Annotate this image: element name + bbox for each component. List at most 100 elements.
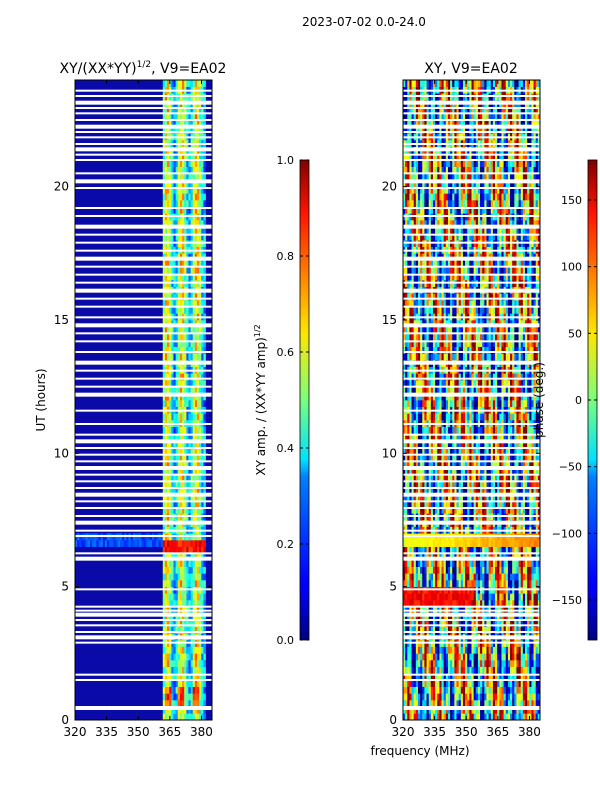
right-heatmap-cell: [488, 440, 492, 447]
left-heatmap-cell: [186, 180, 189, 187]
right-heatmap-cell: [405, 493, 408, 501]
right-heatmap-cell: [507, 666, 511, 674]
left-heatmap-cell: [177, 460, 181, 467]
right-heatmap-cell: [469, 593, 472, 601]
right-heatmap-cell: [514, 673, 517, 681]
right-heatmap-cell: [475, 440, 479, 447]
right-heatmap-cell: [522, 693, 526, 701]
right-heatmap-cell: [411, 546, 414, 554]
left-heatmap-cell: [201, 453, 204, 461]
right-heatmap-cell: [426, 460, 429, 467]
right-heatmap-cell: [467, 506, 470, 514]
left-heatmap-cell: [188, 540, 191, 547]
right-heatmap-cell: [531, 480, 534, 487]
right-heatmap-cell: [490, 453, 494, 461]
right-heatmap-cell: [482, 473, 485, 481]
right-heatmap-cell: [518, 646, 522, 654]
right-heatmap-cell: [514, 660, 517, 667]
left-heatmap-cell: [164, 173, 168, 181]
right-heatmap-cell: [533, 686, 537, 694]
right-heatmap-cell: [420, 546, 423, 554]
left-heatmap-cell: [169, 233, 172, 241]
left-heatmap-cell: [179, 446, 183, 454]
left-heatmap-cell: [199, 446, 202, 454]
right-heatmap-cell: [490, 600, 494, 607]
left-heatmap-cell: [173, 700, 176, 707]
left-heatmap-cell: [162, 460, 166, 467]
right-heatmap-cell: [471, 440, 474, 447]
left-heatmap-cell: [188, 233, 191, 241]
right-heatmap-cell: [531, 673, 534, 681]
right-heatmap-cell: [484, 700, 487, 707]
right-heatmap-cell: [420, 466, 423, 474]
left-heatmap-cell: [167, 340, 170, 347]
right-heatmap-cell: [537, 460, 540, 467]
flagged-row: [75, 377, 212, 380]
left-heatmap-cell: [197, 166, 200, 174]
right-heatmap-cell: [462, 660, 466, 667]
left-heatmap-cell: [162, 333, 166, 341]
right-heatmap-cell: [424, 613, 427, 621]
right-heatmap-cell: [403, 680, 406, 687]
left-heatmap-cell: [167, 186, 170, 194]
left-heatmap-cell: [184, 506, 187, 514]
left-heatmap-cell: [184, 266, 187, 274]
right-heatmap-cell: [430, 480, 434, 487]
left-heatmap-cell: [182, 80, 185, 87]
left-heatmap-cell: [190, 713, 194, 720]
right-heatmap-cell: [514, 580, 517, 587]
right-heatmap-cell: [447, 540, 451, 547]
left-heatmap-cell: [190, 386, 194, 394]
right-heatmap-cell: [452, 466, 455, 474]
right-heatmap-cell: [432, 480, 436, 487]
left-heatmap-cell: [192, 593, 196, 601]
right-heatmap-cell: [503, 666, 507, 674]
left-heatmap-cell: [199, 480, 202, 487]
right-heatmap-cell: [428, 446, 432, 454]
right-heatmap-cell: [482, 540, 485, 547]
right-heatmap-cell: [420, 506, 423, 514]
right-heatmap-cell: [422, 493, 425, 501]
right-heatmap-cell: [527, 473, 530, 481]
left-heatmap-cell: [167, 593, 170, 601]
left-heatmap-cell: [201, 613, 204, 621]
right-heatmap-cell: [527, 653, 530, 661]
left-heatmap-cell: [169, 600, 172, 607]
right-heatmap-cell: [428, 426, 432, 434]
left-heatmap-cell: [179, 453, 183, 461]
right-heatmap-cell: [439, 600, 442, 607]
right-heatmap-cell: [482, 653, 485, 661]
right-heatmap-cell: [424, 706, 427, 714]
flagged-row: [75, 241, 212, 244]
right-heatmap-cell: [420, 600, 423, 607]
left-heatmap-cell: [194, 233, 198, 241]
left-flagged-rows: [75, 89, 212, 710]
right-heatmap-cell: [510, 466, 513, 474]
left-heatmap-cell: [171, 373, 174, 381]
right-heatmap-cell: [505, 666, 509, 674]
right-heatmap-cell: [441, 566, 444, 574]
left-heatmap-cell: [175, 126, 179, 134]
right-heatmap-cell: [537, 660, 540, 667]
left-heatmap-cell: [190, 200, 194, 207]
right-heatmap-cell: [497, 700, 500, 707]
left-heatmap-cell: [171, 160, 174, 167]
left-heatmap-cell: [184, 453, 187, 461]
right-heatmap-cell: [484, 540, 487, 547]
left-heatmap-cell: [194, 466, 198, 474]
left-heatmap-cell: [203, 453, 206, 461]
right-heatmap-cell: [473, 620, 477, 627]
right-heatmap-cell: [529, 660, 532, 667]
right-heatmap-cell: [501, 500, 504, 507]
left-heatmap-cell: [75, 540, 78, 547]
left-heatmap-cell: [169, 573, 172, 581]
right-heatmap-cell: [516, 666, 519, 674]
right-heatmap-cell: [445, 580, 449, 587]
right-heatmap-cell: [417, 666, 421, 674]
right-heatmap-cell: [490, 686, 494, 694]
left-heatmap-cell: [188, 260, 191, 267]
right-heatmap-cell: [437, 566, 440, 574]
right-heatmap-cell: [428, 466, 432, 474]
right-heatmap-cell: [417, 580, 421, 587]
right-heatmap-cell: [499, 680, 502, 687]
